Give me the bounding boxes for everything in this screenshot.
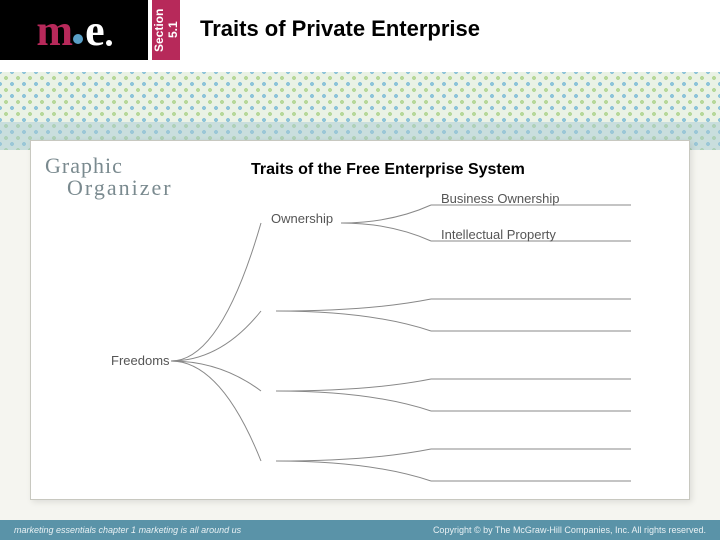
logo-m: m <box>36 5 71 56</box>
section-tab: Section 5.1 <box>152 0 180 60</box>
footer: marketing essentials chapter 1 marketing… <box>0 520 720 540</box>
card-title: Traits of the Free Enterprise System <box>251 161 525 179</box>
diagram-svg <box>111 193 671 493</box>
node-branch-ownership: Ownership <box>271 211 333 226</box>
node-root: Freedoms <box>111 353 170 368</box>
page-title: Traits of Private Enterprise <box>200 16 480 42</box>
content-card: Graphic Organizer Traits of the Free Ent… <box>30 140 690 500</box>
footer-left: marketing essentials chapter 1 marketing… <box>14 525 241 535</box>
tree-diagram: Freedoms Ownership Business Ownership In… <box>111 193 671 493</box>
logo: m e <box>0 0 148 60</box>
node-leaf-business: Business Ownership <box>441 191 560 206</box>
logo-e: e <box>85 5 105 56</box>
graphic-label-line1: Graphic <box>45 155 173 177</box>
decorative-strip <box>0 72 720 150</box>
logo-dot-icon <box>73 34 83 44</box>
header: m e Section 5.1 Traits of Private Enterp… <box>0 0 720 72</box>
logo-dot2-icon <box>106 40 112 46</box>
node-leaf-ip: Intellectual Property <box>441 227 556 242</box>
footer-right: Copyright © by The McGraw-Hill Companies… <box>433 525 706 535</box>
